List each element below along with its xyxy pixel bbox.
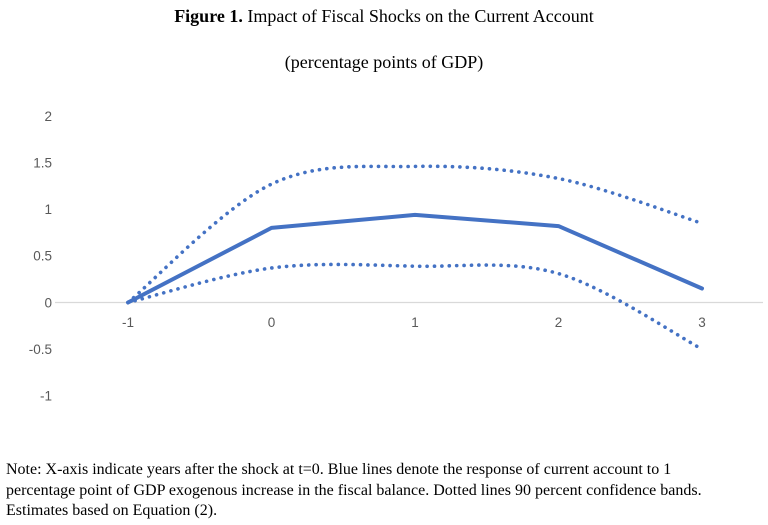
y-axis-tick-label: -0.5 (29, 342, 52, 357)
figure-number-label: Figure 1. (174, 6, 243, 26)
figure-title-text: Impact of Fiscal Shocks on the Current A… (242, 6, 594, 26)
figure-subtitle: (percentage points of GDP) (284, 52, 484, 72)
lower-confidence-band-line (126, 262, 704, 351)
figure-note: Note: X-axis indicate years after the sh… (6, 460, 702, 522)
y-axis-tick-label: 1.5 (33, 156, 52, 171)
upper-confidence-band-line (126, 164, 704, 305)
note-line: Note: X-axis indicate years after the sh… (6, 461, 672, 478)
y-axis-tick-label: 0 (44, 295, 52, 310)
x-axis-tick-label: 1 (411, 315, 419, 330)
y-axis-tick-label: 2 (44, 109, 52, 124)
note-line: Estimates based on Equation (2). (6, 502, 218, 519)
x-axis-tick-label: 0 (268, 315, 276, 330)
note-line: percentage point of GDP exogenous increa… (6, 481, 702, 499)
x-axis-tick-label: -1 (122, 315, 134, 330)
figure-title: Figure 1. Impact of Fiscal Shocks on the… (0, 6, 768, 27)
response-line (126, 212, 704, 305)
x-axis-tick-label: 2 (555, 315, 563, 330)
y-axis-tick-label: -1 (40, 389, 52, 404)
y-axis-tick-label: 1 (44, 202, 52, 217)
x-axis-tick-label: 3 (698, 315, 706, 330)
y-axis-tick-label: 0.5 (33, 249, 52, 264)
